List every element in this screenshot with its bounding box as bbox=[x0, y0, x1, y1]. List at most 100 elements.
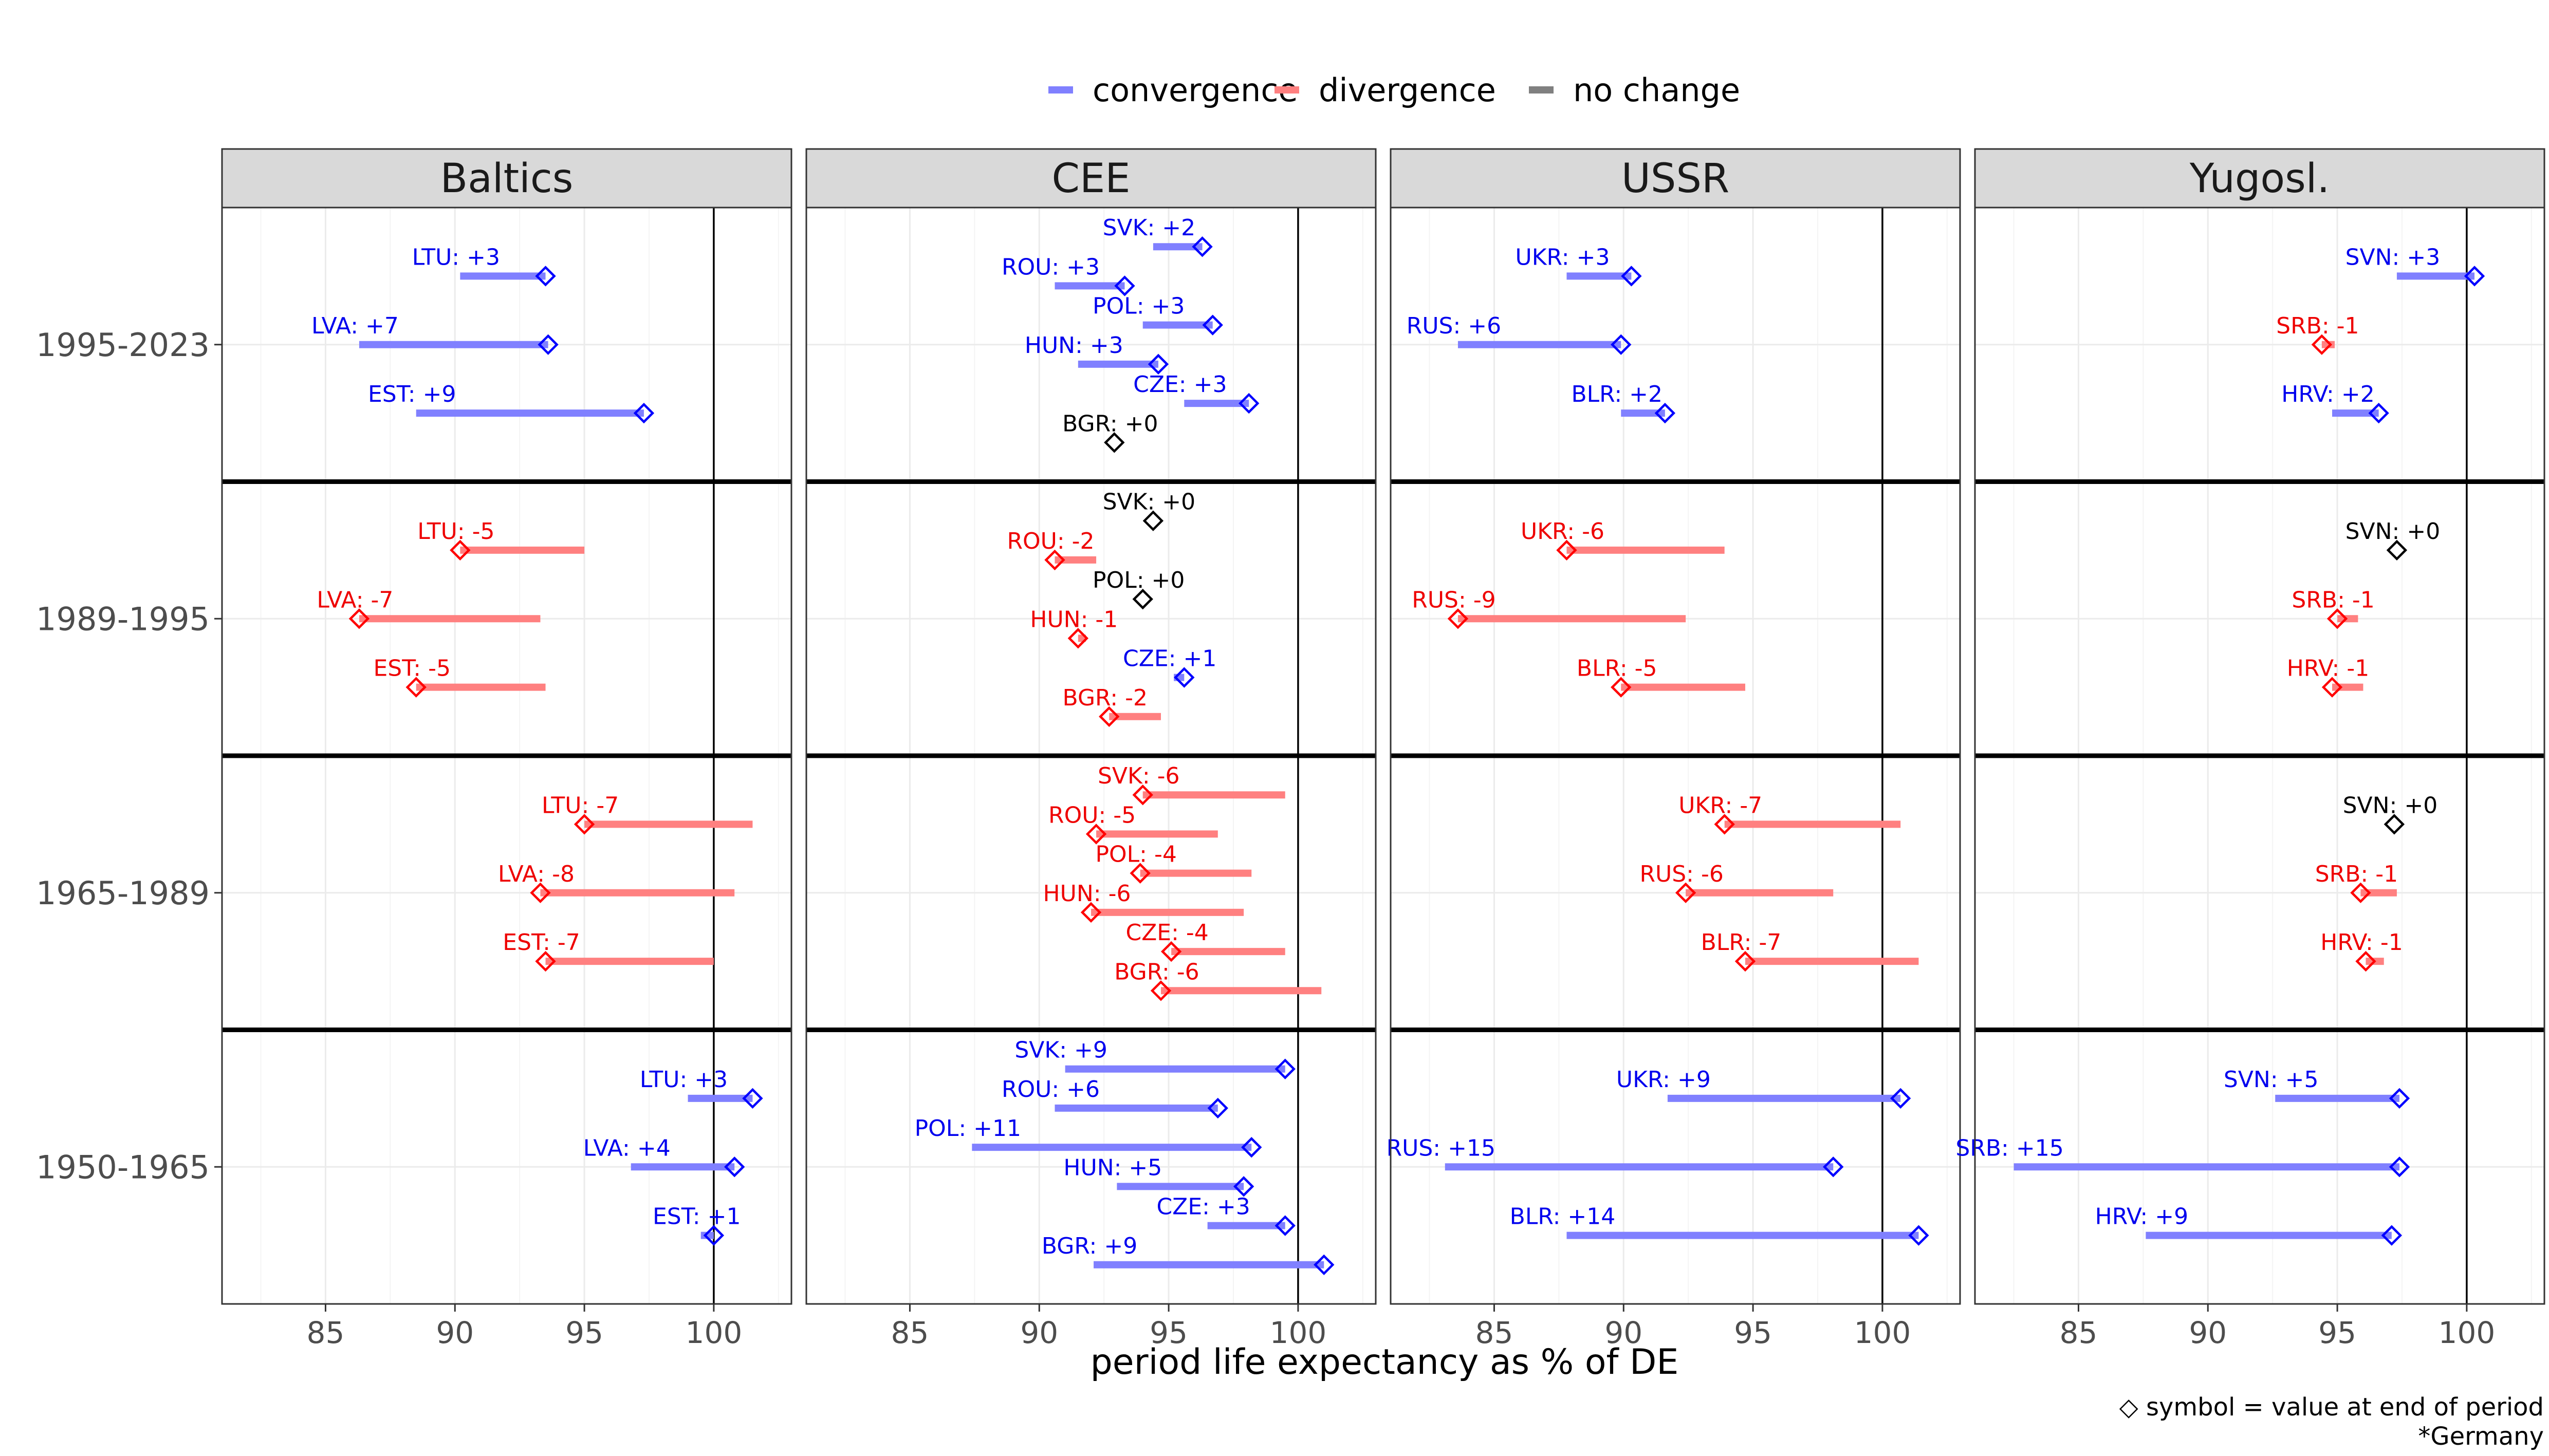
end-marker-ussr-rus-1989-1995 bbox=[1447, 608, 1469, 629]
data-label-cee-bgr-1965-1989: BGR: -6 bbox=[1114, 959, 1199, 985]
strip-label-yugosl: Yugosl. bbox=[2189, 156, 2330, 202]
data-label-yugosl-svn-1965-1989: SVN: +0 bbox=[2343, 792, 2438, 818]
data-label-cee-bgr-1995-2023: BGR: +0 bbox=[1062, 410, 1158, 437]
caption-germany-note: *Germany bbox=[2418, 1422, 2544, 1451]
end-marker-ussr-blr-1995-2023 bbox=[1654, 402, 1676, 424]
data-label-yugosl-hrv-1995-2023: HRV: +2 bbox=[2281, 381, 2374, 407]
data-label-cee-hun-1950-1965: HUN: +5 bbox=[1063, 1154, 1162, 1181]
data-label-yugosl-srb-1995-2023: SRB: -1 bbox=[2276, 313, 2359, 339]
x-tick-label-100: 100 bbox=[1854, 1315, 1911, 1350]
row-label-1995-2023: 1995-2023 bbox=[36, 326, 210, 364]
data-label-baltics-lva-1989-1995: LVA: -7 bbox=[317, 587, 393, 613]
data-label-baltics-ltu-1950-1965: LTU: +3 bbox=[640, 1067, 728, 1093]
end-marker-ussr-ukr-1989-1995 bbox=[1556, 539, 1577, 561]
strip-label-cee: CEE bbox=[1051, 156, 1130, 202]
data-label-cee-cze-1989-1995: CZE: +1 bbox=[1123, 646, 1216, 672]
x-tick-label-90: 90 bbox=[1604, 1315, 1642, 1350]
end-marker-ussr-ukr-1965-1989 bbox=[1714, 814, 1735, 835]
end-marker-yugosl-svn-1950-1965 bbox=[2389, 1088, 2410, 1109]
x-tick-label-85: 85 bbox=[891, 1315, 929, 1350]
end-marker-yugosl-svn-1995-2023 bbox=[2464, 266, 2485, 287]
end-marker-cee-pol-1965-1989 bbox=[1130, 863, 1151, 884]
x-tick-label-100: 100 bbox=[686, 1315, 743, 1350]
data-label-ussr-blr-1950-1965: BLR: +14 bbox=[1510, 1204, 1616, 1230]
data-label-ussr-rus-1965-1989: RUS: -6 bbox=[1639, 861, 1723, 887]
x-tick-label-90: 90 bbox=[1020, 1315, 1058, 1350]
data-label-baltics-est-1950-1965: EST: +1 bbox=[653, 1204, 741, 1230]
data-label-ussr-ukr-1950-1965: UKR: +9 bbox=[1616, 1067, 1711, 1093]
end-marker-yugosl-hrv-1965-1989 bbox=[2355, 950, 2376, 972]
end-marker-baltics-est-1950-1965 bbox=[703, 1225, 725, 1246]
data-label-cee-rou-1950-1965: ROU: +6 bbox=[1002, 1076, 1100, 1103]
end-marker-baltics-ltu-1995-2023 bbox=[535, 266, 556, 287]
end-marker-cee-hun-1995-2023 bbox=[1148, 353, 1169, 375]
end-marker-yugosl-svn-1965-1989 bbox=[2384, 814, 2405, 835]
data-label-cee-rou-1989-1995: ROU: -2 bbox=[1007, 528, 1094, 554]
end-marker-baltics-ltu-1989-1995 bbox=[450, 539, 471, 561]
data-label-cee-cze-1965-1989: CZE: -4 bbox=[1125, 920, 1208, 946]
end-marker-cee-svk-1950-1965 bbox=[1274, 1058, 1296, 1079]
x-tick-label-85: 85 bbox=[307, 1315, 345, 1350]
end-marker-baltics-lva-1950-1965 bbox=[724, 1156, 745, 1178]
panel-baltics: Baltics LTU: +3 LVA: +7 EST: +9 LTU: -5 LVA: … bbox=[221, 148, 792, 1350]
end-marker-yugosl-srb-1965-1989 bbox=[2350, 882, 2371, 903]
end-marker-yugosl-hrv-1950-1965 bbox=[2381, 1225, 2403, 1246]
data-label-cee-pol-1995-2023: POL: +3 bbox=[1093, 293, 1185, 320]
data-label-baltics-est-1965-1989: EST: -7 bbox=[503, 929, 580, 956]
data-label-yugosl-svn-1989-1995: SVN: +0 bbox=[2345, 518, 2441, 545]
data-label-cee-cze-1950-1965: CZE: +3 bbox=[1156, 1194, 1250, 1220]
x-tick-label-100: 100 bbox=[2439, 1315, 2496, 1350]
end-marker-cee-svk-1989-1995 bbox=[1142, 510, 1164, 531]
end-marker-baltics-lva-1989-1995 bbox=[348, 608, 370, 629]
end-marker-baltics-lva-1965-1989 bbox=[530, 882, 551, 903]
x-tick-label-95: 95 bbox=[1734, 1315, 1772, 1350]
panel-yugosl: Yugosl. SVN: +3 SRB: -1 HRV: +2 SVN: +0 SRB: … bbox=[1955, 148, 2545, 1350]
end-marker-ussr-rus-1995-2023 bbox=[1611, 334, 1632, 355]
data-label-cee-svk-1989-1995: SVK: +0 bbox=[1103, 489, 1196, 515]
end-marker-cee-cze-1989-1995 bbox=[1174, 667, 1195, 688]
data-label-yugosl-hrv-1989-1995: HRV: -1 bbox=[2287, 656, 2369, 682]
end-marker-cee-cze-1995-2023 bbox=[1239, 393, 1260, 414]
end-marker-yugosl-srb-1989-1995 bbox=[2326, 608, 2348, 629]
data-label-ussr-blr-1989-1995: BLR: -5 bbox=[1577, 656, 1657, 682]
data-label-yugosl-hrv-1965-1989: HRV: -1 bbox=[2320, 929, 2403, 956]
end-marker-ussr-blr-1965-1989 bbox=[1734, 950, 1756, 972]
data-label-ussr-ukr-1965-1989: UKR: -7 bbox=[1678, 792, 1762, 818]
x-tick-label-95: 95 bbox=[2318, 1315, 2356, 1350]
panel-border bbox=[805, 207, 1377, 1305]
end-marker-ussr-ukr-1995-2023 bbox=[1621, 266, 1642, 287]
data-label-baltics-lva-1965-1989: LVA: -8 bbox=[498, 861, 575, 887]
end-marker-cee-pol-1989-1995 bbox=[1132, 588, 1153, 610]
data-label-baltics-ltu-1995-2023: LTU: +3 bbox=[412, 244, 500, 270]
data-label-yugosl-srb-1989-1995: SRB: -1 bbox=[2292, 587, 2374, 613]
end-marker-yugosl-svn-1989-1995 bbox=[2386, 539, 2408, 561]
row-label-1950-1965: 1950-1965 bbox=[36, 1148, 210, 1186]
strip-cee bbox=[805, 148, 1377, 209]
end-marker-baltics-est-1995-2023 bbox=[633, 402, 655, 424]
end-marker-cee-rou-1995-2023 bbox=[1114, 275, 1135, 296]
end-marker-yugosl-hrv-1995-2023 bbox=[2368, 402, 2389, 424]
data-label-cee-svk-1965-1989: SVK: -6 bbox=[1098, 763, 1180, 789]
data-label-ussr-blr-1965-1989: BLR: -7 bbox=[1701, 929, 1782, 956]
data-label-ussr-rus-1989-1995: RUS: -9 bbox=[1412, 587, 1495, 613]
end-marker-ussr-blr-1989-1995 bbox=[1611, 677, 1632, 698]
strip-ussr bbox=[1390, 148, 1961, 209]
data-label-cee-hun-1995-2023: HUN: +3 bbox=[1025, 332, 1123, 359]
data-label-ussr-rus-1995-2023: RUS: +6 bbox=[1407, 313, 1501, 339]
x-tick-label-90: 90 bbox=[2189, 1315, 2227, 1350]
x-tick-label-100: 100 bbox=[1270, 1315, 1327, 1350]
strip-label-ussr: USSR bbox=[1621, 156, 1729, 202]
data-label-yugosl-srb-1950-1965: SRB: +15 bbox=[1955, 1135, 2063, 1161]
end-marker-cee-bgr-1965-1989 bbox=[1150, 980, 1172, 1001]
end-marker-cee-bgr-1995-2023 bbox=[1104, 432, 1125, 453]
end-marker-ussr-rus-1965-1989 bbox=[1675, 882, 1696, 903]
end-marker-cee-cze-1950-1965 bbox=[1274, 1215, 1296, 1236]
panel-border bbox=[1974, 207, 2545, 1305]
end-marker-ussr-rus-1950-1965 bbox=[1823, 1156, 1844, 1178]
x-tick-label-90: 90 bbox=[436, 1315, 474, 1350]
data-label-ussr-ukr-1989-1995: UKR: -6 bbox=[1521, 518, 1604, 545]
end-marker-baltics-lva-1995-2023 bbox=[538, 334, 559, 355]
caption-symbol-note: ◇ symbol = value at end of period bbox=[2119, 1393, 2544, 1422]
row-label-1989-1995: 1989-1995 bbox=[36, 600, 210, 638]
